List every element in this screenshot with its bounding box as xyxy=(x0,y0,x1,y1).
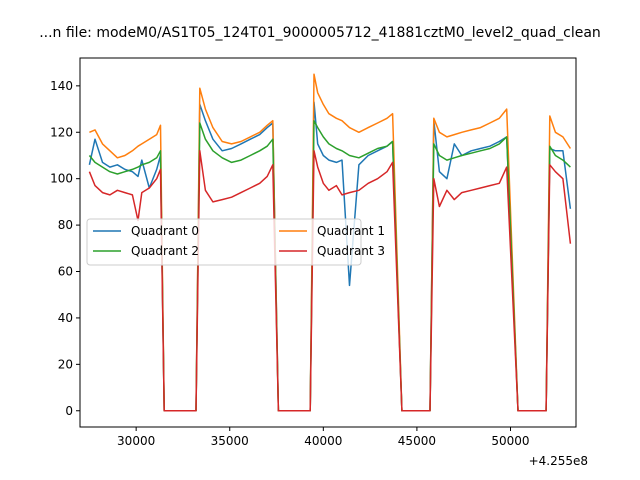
y-tick-label: 20 xyxy=(58,357,73,371)
legend-label-quadrant-3: Quadrant 3 xyxy=(317,244,385,258)
y-tick-label: 120 xyxy=(50,125,73,139)
x-tick-label: 35000 xyxy=(211,434,249,448)
y-tick-label: 140 xyxy=(50,79,73,93)
chart-title: ...n file: modeM0/AS1T05_124T01_90000057… xyxy=(39,25,601,41)
series-line-quadrant-1 xyxy=(89,73,572,412)
y-tick-label: 80 xyxy=(58,218,73,232)
legend-label-quadrant-1: Quadrant 1 xyxy=(317,224,385,238)
x-tick-label: 40000 xyxy=(304,434,342,448)
x-tick-label: 45000 xyxy=(398,434,436,448)
legend-label-quadrant-2: Quadrant 2 xyxy=(131,244,199,258)
y-tick-label: 40 xyxy=(58,311,73,325)
x-axis-offset-label: +4.255e8 xyxy=(529,454,588,468)
legend-label-quadrant-0: Quadrant 0 xyxy=(131,224,199,238)
y-tick-label: 60 xyxy=(58,265,73,279)
plot-frame xyxy=(79,57,577,428)
x-axis: 30000 35000 40000 45000 50000 xyxy=(117,427,530,448)
y-axis: 0 20 40 60 80 100 120 140 xyxy=(50,79,80,418)
legend: Quadrant 0 Quadrant 1 Quadrant 2 Quadrant 3 xyxy=(86,218,385,266)
x-tick-label: 30000 xyxy=(117,434,155,448)
y-tick-label: 100 xyxy=(50,172,73,186)
series-line-quadrant-0 xyxy=(88,101,572,412)
series-line-quadrant-3 xyxy=(88,150,572,412)
series-layer xyxy=(88,73,572,412)
x-tick-label: 50000 xyxy=(491,434,529,448)
y-tick-label: 0 xyxy=(65,404,73,418)
series-line-quadrant-2 xyxy=(88,119,571,412)
